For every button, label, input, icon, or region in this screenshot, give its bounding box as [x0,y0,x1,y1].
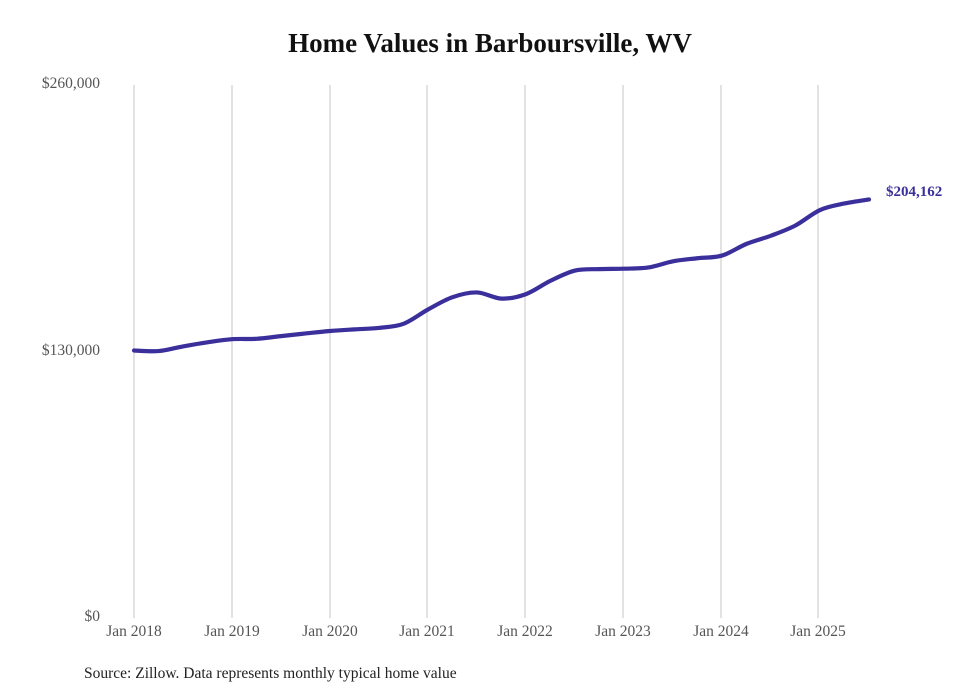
page-title: Home Values in Barboursville, WV [288,28,692,58]
x-axis-tick-label: Jan 2023 [595,623,651,640]
x-axis-tick-label: Jan 2019 [204,623,260,640]
x-axis-tick-label: Jan 2018 [106,623,162,640]
gridline-group [133,85,819,618]
x-axis-tick-label: Jan 2024 [693,623,749,640]
y-axis-tick-label: $0 [84,608,101,625]
series-line [131,197,872,354]
end-value-annotation: $204,162 [886,184,943,200]
x-axis-tick-label: Jan 2025 [790,623,846,640]
x-axis-tick-label: Jan 2021 [399,623,455,640]
y-axis-tick-label: $260,000 [41,75,100,92]
series-group [131,197,872,354]
y-axis-tick-label: $130,000 [41,342,100,359]
x-axis-tick-label: Jan 2020 [302,623,358,640]
x-axis-tick-label: Jan 2022 [497,623,553,640]
source-note: Source: Zillow. Data represents monthly … [84,665,457,682]
